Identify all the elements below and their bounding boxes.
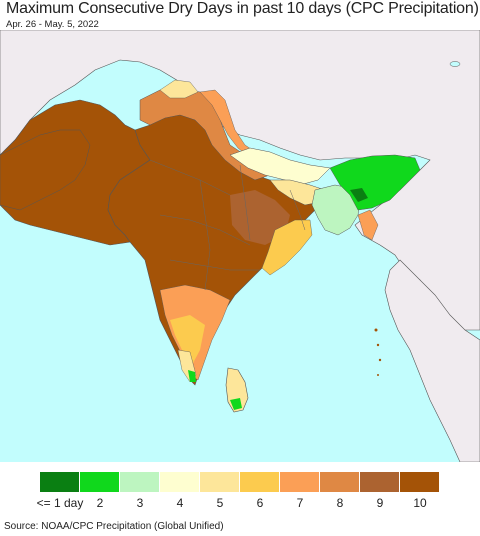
region-northeast xyxy=(329,154,421,211)
legend-swatch xyxy=(400,472,440,492)
legend-label: <= 1 day xyxy=(36,496,84,510)
legend-label: 7 xyxy=(296,496,304,510)
state-borders xyxy=(149,159,306,291)
legend-swatch xyxy=(80,472,120,492)
legend-swatch xyxy=(240,472,280,492)
legend-label: 9 xyxy=(376,496,384,510)
island xyxy=(377,374,379,376)
legend-label: 4 xyxy=(176,496,184,510)
legend-swatch xyxy=(200,472,240,492)
map-title: Maximum Consecutive Dry Days in past 10 … xyxy=(6,0,479,17)
color-legend xyxy=(40,472,440,492)
region-yellow-north xyxy=(159,79,199,99)
legend-labels: <= 1 day 2 3 4 5 6 7 8 9 10 xyxy=(0,496,480,510)
precipitation-map xyxy=(0,30,480,462)
lake xyxy=(449,61,461,67)
date-range: Apr. 26 - May. 5, 2022 xyxy=(6,19,99,30)
legend-swatch xyxy=(40,472,80,492)
map-svg xyxy=(0,30,480,462)
island xyxy=(374,328,378,332)
region-mizoram xyxy=(357,209,379,241)
source-note: Source: NOAA/CPC Precipitation (Global U… xyxy=(4,521,224,532)
region-south-yellow xyxy=(170,315,205,365)
region-east-coast xyxy=(261,219,313,276)
outside-land-east xyxy=(384,259,480,462)
legend-swatch xyxy=(160,472,200,492)
legend-swatch xyxy=(360,472,400,492)
island xyxy=(376,343,380,347)
region-sri-lanka-green xyxy=(230,398,242,410)
legend-label: 8 xyxy=(336,496,344,510)
legend-swatch xyxy=(280,472,320,492)
region-west xyxy=(0,129,91,211)
legend-label: 6 xyxy=(256,496,264,510)
legend-label: 10 xyxy=(413,496,427,510)
island xyxy=(378,358,382,362)
legend-swatch xyxy=(120,472,160,492)
legend-label: 2 xyxy=(96,496,104,510)
legend-label: 3 xyxy=(136,496,144,510)
legend-swatch xyxy=(320,472,360,492)
region-nepal xyxy=(229,147,331,186)
legend-label: 5 xyxy=(216,496,224,510)
region-northeast-dark xyxy=(350,188,368,202)
region-kerala-green xyxy=(188,370,196,382)
